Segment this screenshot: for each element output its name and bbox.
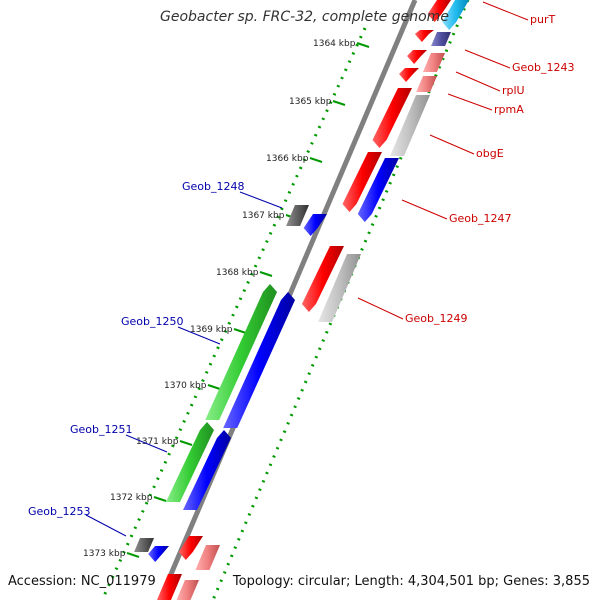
leader-line [455, 71, 501, 92]
kbp-tick-mark [259, 271, 273, 277]
leader-line [464, 49, 511, 69]
leader-line [482, 1, 529, 21]
obgE-partner-feature [390, 95, 430, 156]
rpmA-feature [399, 68, 419, 82]
gene-label-obgE: obgE [476, 147, 504, 160]
kbp-tick-label: 1367 kbp [242, 211, 285, 221]
lower-feature-d [176, 580, 199, 600]
kbp-tick-label: 1368 kbp [216, 268, 259, 278]
gene-labels: purT Geob_1243 rplU rpmA obgE Geob_1247 Geob_1… [28, 1, 575, 537]
purT-feature [427, 0, 451, 22]
geob1248-feature [286, 205, 309, 226]
gene-label-geob1253: Geob_1253 [28, 505, 91, 518]
leader-line [125, 434, 168, 453]
leader-line [239, 191, 283, 209]
lower-feature-a [178, 536, 203, 560]
geob1251-partner-feature [183, 430, 231, 510]
gene-label-geob1247: Geob_1247 [449, 212, 512, 225]
kbp-tick-label: 1373 kbp [83, 549, 126, 559]
kbp-tick-mark [356, 42, 370, 48]
kbp-tick-mark [179, 440, 193, 446]
kbp-tick-mark [126, 552, 140, 558]
purT-partner-feature [442, 0, 469, 30]
leader-line [177, 326, 221, 345]
leader-line [447, 93, 493, 111]
leader-line [401, 199, 448, 220]
inner-tick-ring [101, 27, 367, 599]
geob1247-partner-feature [357, 158, 399, 222]
gene-label-geob1243: Geob_1243 [512, 61, 575, 74]
kbp-tick-mark [309, 157, 323, 163]
gene-label-purT: purT [530, 13, 555, 26]
lower-feature-c [156, 574, 182, 600]
gene-label-geob1248: Geob_1248 [182, 180, 245, 193]
kbp-tick-label: 1365 kbp [289, 97, 332, 107]
gene-label-rpmA: rpmA [494, 103, 524, 116]
geob1253-feature [134, 538, 154, 552]
gene-label-geob1249: Geob_1249 [405, 312, 468, 325]
geob1247-feature [342, 152, 382, 212]
geob1250-feature [205, 284, 277, 420]
topology-text: Topology: circular; Length: 4,304,501 bp… [232, 574, 590, 589]
kbp-tick-label: 1370 kbp [164, 381, 207, 391]
gene-label-rplU: rplU [502, 84, 525, 97]
geob1248-partner-feature [303, 214, 327, 236]
geob1243-feature [414, 30, 434, 42]
kbp-tick-mark [332, 100, 346, 106]
gene-label-geob1251: Geob_1251 [70, 423, 133, 436]
geob1251-feature [166, 422, 214, 502]
rplU-partner-feature [407, 50, 427, 64]
accession-text: Accession: NC_011979 [8, 574, 156, 589]
kbp-tick-label: 1369 kbp [190, 325, 233, 335]
rpmA-partner-feature [416, 76, 437, 92]
kbp-tick-label: 1371 kbp [136, 437, 179, 447]
gene-features [134, 0, 469, 600]
lower-feature-b [195, 545, 220, 570]
kbp-tick-label: 1364 kbp [313, 39, 356, 49]
rplU-feature [422, 53, 445, 72]
geob1249-partner-feature [318, 254, 361, 322]
geob1243-partner-feature [431, 32, 451, 46]
leader-line [85, 514, 127, 537]
geob1250-partner-feature [223, 292, 295, 428]
kbp-tick-labels: 1364 kbp 1365 kbp 1366 kbp 1367 kbp 1368 kbp… [83, 39, 370, 559]
kbp-tick-label: 1372 kbp [110, 493, 153, 503]
map-title: Geobacter sp. FRC-32, complete genome [160, 9, 449, 25]
obgE-feature [372, 88, 412, 148]
gene-label-geob1250: Geob_1250 [121, 315, 184, 328]
kbp-tick-label: 1366 kbp [266, 154, 309, 164]
leader-line [429, 134, 475, 155]
geob1253-partner-feature [148, 546, 169, 562]
kbp-tick-mark [207, 384, 221, 390]
leader-line [357, 297, 404, 320]
kbp-tick-mark [233, 328, 247, 334]
geob1249-feature [301, 246, 344, 312]
kbp-tick-mark [153, 496, 167, 502]
